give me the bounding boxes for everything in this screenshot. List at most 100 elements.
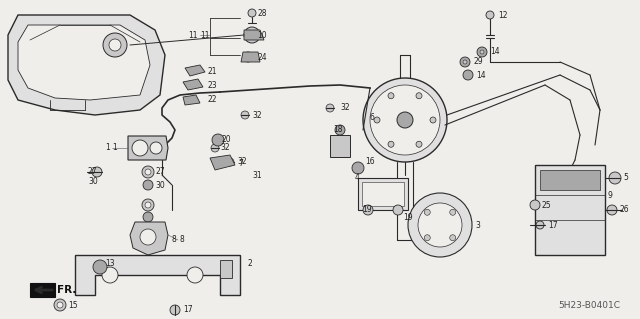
Circle shape: [145, 202, 151, 208]
Circle shape: [170, 305, 180, 315]
Text: 16: 16: [365, 158, 374, 167]
Circle shape: [408, 193, 472, 257]
Circle shape: [480, 50, 484, 54]
Circle shape: [102, 267, 118, 283]
Polygon shape: [8, 15, 165, 115]
Circle shape: [212, 134, 224, 146]
Circle shape: [424, 235, 430, 241]
Text: 19: 19: [362, 205, 372, 214]
Circle shape: [244, 27, 260, 43]
Circle shape: [393, 205, 403, 215]
Text: 32: 32: [237, 158, 246, 167]
Text: 6: 6: [370, 114, 375, 122]
Text: 31: 31: [252, 170, 262, 180]
Text: 30: 30: [88, 177, 98, 187]
Circle shape: [388, 93, 394, 99]
Circle shape: [609, 172, 621, 184]
Circle shape: [450, 209, 456, 215]
Text: 13: 13: [105, 258, 115, 268]
Text: 28: 28: [257, 9, 266, 18]
Circle shape: [416, 141, 422, 147]
Circle shape: [109, 39, 121, 51]
Polygon shape: [18, 25, 150, 100]
Text: 14: 14: [490, 48, 500, 56]
Circle shape: [226, 158, 234, 166]
Text: 29: 29: [473, 57, 483, 66]
Text: 11: 11: [200, 31, 209, 40]
Bar: [362, 182, 404, 206]
Polygon shape: [185, 65, 205, 76]
Circle shape: [142, 199, 154, 211]
Circle shape: [450, 235, 456, 241]
Circle shape: [211, 144, 219, 152]
Text: 27: 27: [88, 167, 98, 176]
Bar: [540, 170, 600, 190]
Text: 32: 32: [340, 103, 349, 113]
Text: 14: 14: [476, 70, 486, 79]
Circle shape: [418, 203, 462, 247]
Text: 7: 7: [238, 159, 243, 167]
Circle shape: [477, 47, 487, 57]
Circle shape: [536, 221, 544, 229]
Text: 3: 3: [475, 220, 480, 229]
Text: 11: 11: [189, 31, 198, 40]
Circle shape: [241, 111, 249, 119]
Text: 32: 32: [252, 110, 262, 120]
Bar: [220, 260, 232, 278]
Circle shape: [486, 11, 494, 19]
Circle shape: [424, 209, 430, 215]
Circle shape: [92, 167, 102, 177]
Circle shape: [416, 93, 422, 99]
Polygon shape: [128, 136, 168, 160]
Circle shape: [335, 125, 345, 135]
Text: 10: 10: [257, 31, 267, 40]
Text: 23: 23: [207, 81, 216, 91]
Circle shape: [143, 180, 153, 190]
Circle shape: [530, 200, 540, 210]
Circle shape: [370, 85, 440, 155]
Polygon shape: [210, 155, 235, 170]
Circle shape: [243, 52, 253, 62]
Text: 27: 27: [155, 167, 164, 176]
Text: 4: 4: [355, 174, 360, 182]
Circle shape: [143, 212, 153, 222]
Circle shape: [463, 60, 467, 64]
Polygon shape: [75, 255, 240, 295]
Circle shape: [363, 205, 373, 215]
Circle shape: [145, 169, 151, 175]
Text: 17: 17: [548, 220, 557, 229]
Polygon shape: [130, 222, 168, 255]
Polygon shape: [241, 52, 260, 62]
Text: 26: 26: [620, 205, 630, 214]
Circle shape: [430, 117, 436, 123]
Circle shape: [463, 70, 473, 80]
Text: 12: 12: [498, 11, 508, 19]
Circle shape: [248, 9, 256, 17]
Polygon shape: [183, 79, 203, 90]
Circle shape: [248, 31, 256, 39]
Text: FR.: FR.: [57, 285, 76, 295]
Circle shape: [93, 260, 107, 274]
Text: 17: 17: [183, 306, 193, 315]
Text: 32: 32: [220, 144, 230, 152]
Text: 24: 24: [257, 53, 267, 62]
Text: 20: 20: [222, 136, 232, 145]
Text: 5: 5: [623, 174, 628, 182]
Bar: [535, 165, 605, 255]
Bar: [330, 135, 350, 157]
Text: 18: 18: [333, 125, 342, 135]
Bar: [425, 228, 443, 253]
Circle shape: [607, 205, 617, 215]
Polygon shape: [244, 30, 264, 40]
Text: 1: 1: [105, 144, 110, 152]
Text: 1: 1: [112, 144, 116, 152]
Circle shape: [388, 141, 394, 147]
Text: 9: 9: [608, 190, 613, 199]
Text: 8: 8: [180, 235, 185, 244]
Circle shape: [363, 78, 447, 162]
Bar: [358, 178, 408, 210]
Circle shape: [54, 299, 66, 311]
Text: 15: 15: [68, 300, 77, 309]
Text: 5H23-B0401C: 5H23-B0401C: [558, 301, 620, 310]
Polygon shape: [183, 95, 200, 105]
